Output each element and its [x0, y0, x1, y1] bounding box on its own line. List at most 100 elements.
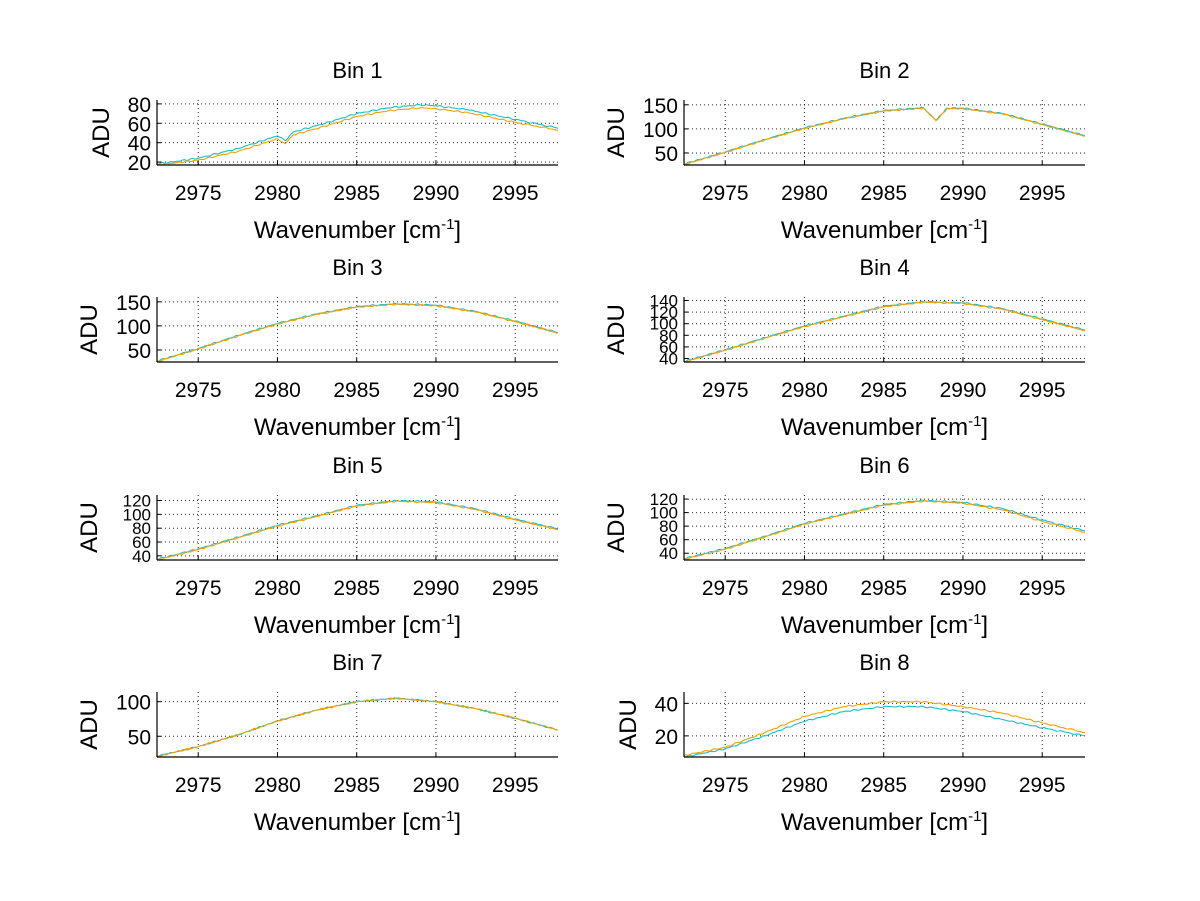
x-axis-label: Wavenumber [cm-1] — [781, 413, 988, 441]
panel-title: Bin 7 — [332, 650, 382, 675]
x-tick-label: 2995 — [492, 182, 539, 205]
chart-panel-8: 2975 2980 2985 2990 2995 20 40 Bin 8 Wavenumber … — [615, 650, 1086, 836]
y-axis-label: ADU — [76, 502, 103, 553]
x-tick-label: 2975 — [702, 577, 749, 600]
y-tick-label: 40 — [659, 350, 678, 369]
x-tick-label: 2990 — [413, 577, 460, 600]
x-tick-label: 2975 — [702, 182, 749, 205]
series-line-1 — [156, 103, 559, 165]
series-line-2 — [156, 106, 559, 166]
x-tick-label: 2980 — [781, 182, 828, 205]
y-axis-label: ADU — [603, 502, 630, 553]
y-axis-label: ADU — [76, 304, 103, 355]
y-tick-label: 60 — [659, 338, 678, 357]
x-tick-label: 2975 — [175, 182, 222, 205]
y-tick-label: 80 — [659, 517, 678, 536]
x-axis-label: Wavenumber [cm-1] — [781, 808, 988, 836]
y-tick-label: 80 — [128, 94, 151, 117]
x-tick-label: 2980 — [254, 182, 301, 205]
series-line-2 — [683, 500, 1085, 560]
y-tick-label: 80 — [132, 519, 151, 538]
y-tick-label: 150 — [643, 95, 678, 118]
panel-title: Bin 6 — [859, 453, 909, 478]
x-tick-label: 2995 — [1019, 379, 1066, 402]
y-tick-label: 40 — [128, 133, 151, 156]
y-tick-label: 120 — [650, 303, 678, 322]
y-tick-label: 100 — [116, 316, 151, 339]
y-axis-label: ADU — [88, 107, 115, 158]
x-tick-label: 2975 — [175, 379, 222, 402]
x-tick-label: 2980 — [781, 577, 828, 600]
x-tick-label: 2985 — [333, 577, 380, 600]
y-tick-label: 100 — [650, 504, 678, 523]
x-tick-label: 2980 — [781, 774, 828, 797]
y-tick-label: 120 — [650, 490, 678, 509]
y-axis-label: ADU — [603, 304, 630, 355]
x-axis-label: Wavenumber [cm-1] — [781, 611, 988, 639]
y-tick-label: 20 — [655, 726, 678, 749]
x-axis-label: Wavenumber [cm-1] — [254, 413, 461, 441]
panel-title: Bin 5 — [332, 453, 382, 478]
panel-title: Bin 8 — [859, 650, 909, 675]
x-tick-label: 2990 — [413, 774, 460, 797]
x-axis-label: Wavenumber [cm-1] — [254, 611, 461, 639]
y-tick-label: 50 — [128, 726, 151, 749]
x-tick-label: 2990 — [940, 774, 987, 797]
y-tick-label: 20 — [128, 152, 151, 175]
x-tick-label: 2990 — [413, 379, 460, 402]
series-line-2 — [683, 107, 1086, 166]
y-tick-label: 40 — [132, 547, 151, 566]
x-tick-label: 2995 — [1019, 774, 1066, 797]
x-tick-label: 2985 — [333, 182, 380, 205]
panel-title: Bin 1 — [332, 58, 382, 83]
x-tick-label: 2980 — [254, 774, 301, 797]
x-tick-label: 2980 — [254, 577, 301, 600]
x-tick-label: 2995 — [1019, 182, 1066, 205]
chart-panel-7: 2975 2980 2985 2990 2995 50 100 Bin 7 Wavenumber… — [76, 650, 559, 836]
y-tick-label: 100 — [643, 119, 678, 142]
x-tick-label: 2975 — [175, 774, 222, 797]
y-tick-label: 100 — [123, 505, 151, 524]
x-tick-label: 2990 — [413, 182, 460, 205]
y-tick-label: 50 — [655, 143, 678, 166]
x-tick-label: 2980 — [781, 379, 828, 402]
series-line-2 — [683, 301, 1086, 363]
x-tick-label: 2990 — [940, 379, 987, 402]
y-axis-label: ADU — [603, 107, 630, 158]
x-tick-label: 2985 — [860, 182, 907, 205]
y-tick-label: 100 — [116, 692, 151, 715]
x-axis-label: Wavenumber [cm-1] — [781, 216, 988, 244]
x-tick-label: 2995 — [1019, 577, 1066, 600]
panel-title: Bin 4 — [859, 255, 909, 280]
y-tick-label: 100 — [650, 315, 678, 334]
y-tick-label: 50 — [128, 340, 151, 363]
series-line-1 — [684, 705, 1086, 758]
y-tick-label: 80 — [659, 326, 678, 345]
x-axis-label: Wavenumber [cm-1] — [254, 216, 461, 244]
y-tick-label: 60 — [132, 533, 151, 552]
series-line-2 — [156, 500, 558, 561]
x-tick-label: 2985 — [860, 577, 907, 600]
x-tick-label: 2990 — [940, 182, 987, 205]
panel-title: Bin 3 — [332, 255, 382, 280]
y-tick-label: 40 — [659, 544, 678, 563]
x-tick-label: 2985 — [333, 774, 380, 797]
y-tick-label: 40 — [655, 693, 678, 716]
x-tick-label: 2990 — [940, 577, 987, 600]
x-tick-label: 2995 — [492, 379, 539, 402]
x-tick-label: 2975 — [702, 774, 749, 797]
x-tick-label: 2995 — [492, 577, 539, 600]
series-line-2 — [156, 303, 559, 363]
y-axis-label: ADU — [76, 699, 103, 750]
y-tick-label: 140 — [650, 291, 678, 310]
x-tick-label: 2985 — [333, 379, 380, 402]
x-tick-label: 2975 — [702, 379, 749, 402]
